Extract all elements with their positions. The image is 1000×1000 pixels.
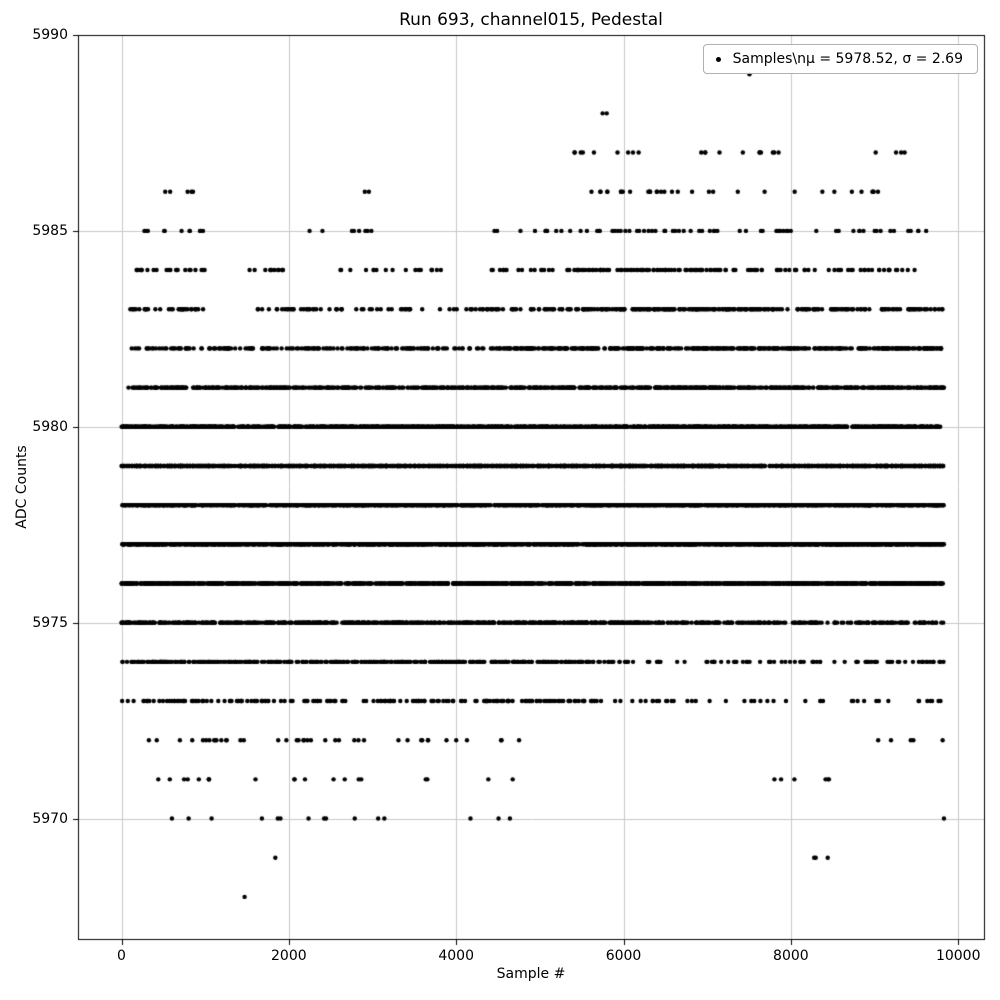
- legend-label: Samples\nμ = 5978.52, σ = 2.69: [732, 51, 963, 67]
- y-tick-label: 5980: [32, 418, 68, 435]
- x-tick-label: 6000: [605, 948, 642, 964]
- legend: Samples\nμ = 5978.52, σ = 2.69: [702, 44, 978, 74]
- y-axis-label: ADC Counts: [14, 445, 30, 529]
- x-axis-label: Sample #: [496, 966, 566, 982]
- y-tick-label: 5990: [32, 27, 68, 43]
- x-tick-label: 4000: [438, 948, 475, 964]
- chart-title: Run 693, channel015, Pedestal: [399, 10, 663, 30]
- x-tick-label: 0: [117, 948, 126, 964]
- y-tick-label: 5985: [32, 222, 68, 239]
- legend-marker-dot: [715, 56, 721, 62]
- y-tick-label: 5970: [32, 810, 68, 827]
- x-tick-label: 2000: [271, 948, 307, 964]
- x-tick-label: 8000: [773, 948, 809, 964]
- y-tick-label: 5975: [32, 614, 68, 631]
- x-tick-label: 10000: [935, 948, 981, 964]
